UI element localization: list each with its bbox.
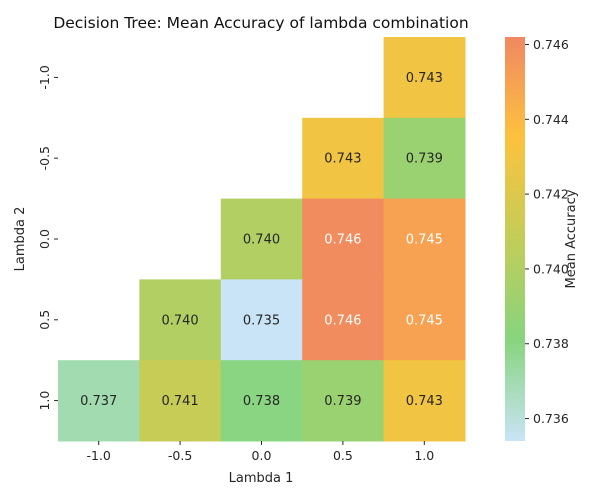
y-tick-label: -0.5: [37, 146, 52, 170]
heatmap-cell: [302, 117, 385, 200]
y-tick-label: 1.0: [37, 391, 52, 411]
heatmap-cell: [220, 198, 303, 280]
chart-title: Decision Tree: Mean Accuracy of lambda c…: [53, 14, 468, 32]
colorbar-tick-label: 0.740: [533, 261, 569, 276]
heatmap-cell: [302, 198, 385, 280]
x-tick-label: 0.5: [333, 448, 353, 463]
cell-value-label: 0.741: [161, 394, 198, 409]
y-axis-label: Lambda 2: [13, 207, 28, 272]
cell-value-label: 0.740: [161, 313, 198, 328]
heatmap-cells: 0.743 0.743 0.739 0.740 0.746 0.745 0.740 0.735…: [58, 37, 466, 442]
cell-value-label: 0.737: [80, 394, 117, 409]
x-tick-label: -0.5: [168, 448, 192, 463]
cell-value-label: 0.746: [324, 313, 361, 328]
colorbar-tick-label: 0.746: [533, 37, 569, 52]
heatmap-cell: [383, 37, 466, 119]
heatmap-cell: [220, 360, 303, 442]
x-tick-label: 0.0: [252, 448, 272, 463]
heatmap-cell: [139, 360, 222, 442]
cell-value-label: 0.739: [406, 152, 443, 167]
x-axis-ticks: -1.0 -0.5 0.0 0.5 1.0: [87, 441, 434, 463]
cell-value-label: 0.745: [406, 233, 443, 248]
y-tick-label: 0.5: [37, 310, 52, 330]
colorbar: [505, 37, 525, 441]
cell-value-label: 0.743: [406, 71, 443, 86]
colorbar-label: Mean Accuracy: [564, 189, 579, 288]
cell-value-label: 0.735: [243, 313, 280, 328]
heatmap-cell: [302, 360, 385, 442]
heatmap-cell: [383, 279, 466, 361]
y-tick-label: 0.0: [37, 229, 52, 249]
heatmap-cell: [383, 360, 466, 442]
cell-value-label: 0.746: [324, 233, 361, 248]
x-tick-label: 1.0: [414, 448, 434, 463]
cell-value-label: 0.738: [243, 394, 280, 409]
heatmap-cell: [139, 279, 222, 361]
cell-value-label: 0.739: [324, 394, 361, 409]
heatmap-cell: [58, 360, 140, 442]
colorbar-tick-label: 0.744: [533, 112, 569, 127]
heatmap-cell: [220, 279, 303, 361]
cell-value-label: 0.745: [406, 313, 443, 328]
colorbar-tick-label: 0.736: [533, 411, 569, 426]
cell-value-label: 0.740: [243, 233, 280, 248]
heatmap-cell: [383, 117, 466, 200]
colorbar-tick-label: 0.742: [533, 187, 569, 202]
x-tick-label: -1.0: [87, 448, 111, 463]
heatmap-cell: [383, 198, 466, 280]
heatmap-cell: [302, 279, 385, 361]
y-axis-ticks: -1.0 -0.5 0.0 0.5 1.0: [37, 65, 58, 411]
colorbar-tick-label: 0.738: [533, 336, 569, 351]
colorbar-ticks: 0.736 0.738 0.740 0.742 0.744 0.746: [525, 37, 569, 426]
cell-value-label: 0.743: [406, 394, 443, 409]
y-tick-label: -1.0: [37, 65, 52, 89]
x-axis-label: Lambda 1: [229, 471, 294, 486]
cell-value-label: 0.743: [324, 152, 361, 167]
